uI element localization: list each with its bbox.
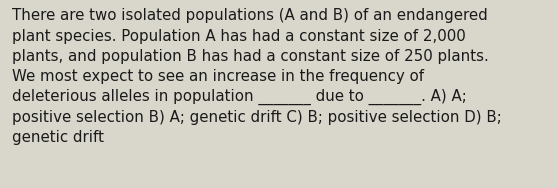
Text: There are two isolated populations (A and B) of an endangered
plant species. Pop: There are two isolated populations (A an… — [12, 8, 502, 145]
